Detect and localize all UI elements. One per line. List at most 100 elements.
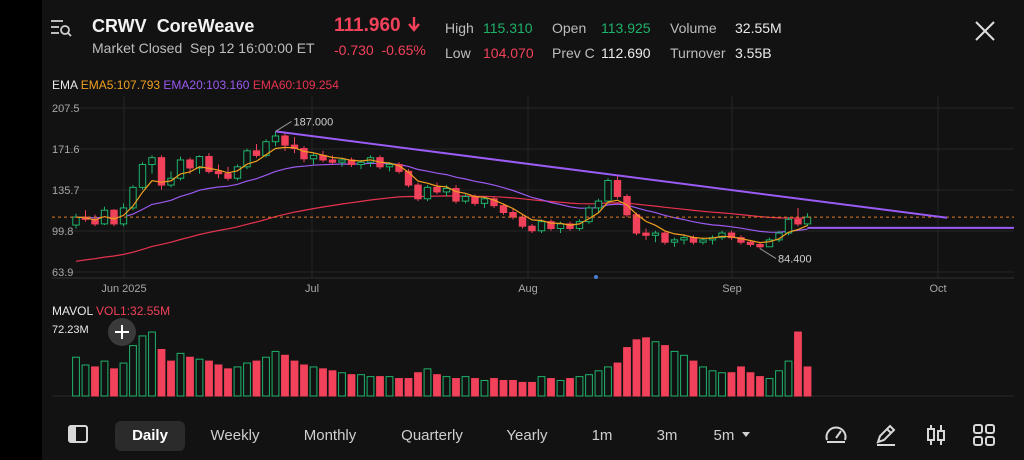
- ema60-line: [75, 195, 808, 262]
- volume-bar: [718, 372, 726, 397]
- candle-type-icon[interactable]: [923, 422, 951, 450]
- tab-daily[interactable]: Daily: [115, 421, 185, 451]
- volume-label: Volume: [670, 20, 717, 36]
- tab-monthly[interactable]: Monthly: [303, 427, 357, 444]
- volume-bar: [338, 372, 346, 397]
- turnover-value: 3.55B: [735, 45, 772, 61]
- stock-name: CoreWeave: [156, 16, 255, 36]
- volume-bar: [661, 345, 669, 397]
- volume-bar: [756, 376, 764, 397]
- candle-body: [148, 157, 156, 166]
- volume-bar: [72, 356, 80, 397]
- candle-body: [756, 243, 764, 248]
- add-indicator-button[interactable]: [108, 318, 136, 346]
- market-timestamp: Sep 12 16:00:00 ET: [190, 40, 315, 56]
- volume-bar: [803, 366, 812, 397]
- low-label: Low: [445, 45, 471, 61]
- volume-bar: [490, 378, 498, 397]
- volume-bar: [167, 360, 175, 397]
- volume-chart[interactable]: [42, 318, 1024, 398]
- candle-body: [651, 232, 660, 236]
- candle-body: [461, 196, 470, 202]
- candle-body: [537, 221, 546, 232]
- candle-body: [224, 173, 232, 179]
- vol1-value: VOL1:32.55M: [96, 304, 171, 318]
- candle-body: [528, 225, 536, 232]
- candle-body: [642, 232, 650, 236]
- candle-body: [689, 237, 698, 243]
- volume-bar: [528, 381, 536, 397]
- volume-bar: [414, 372, 422, 397]
- volume-bar: [442, 376, 451, 397]
- tab-weekly[interactable]: Weekly: [210, 427, 260, 444]
- candle-body: [480, 198, 489, 204]
- volume-bar: [746, 372, 755, 397]
- volume-bar: [632, 339, 641, 397]
- candle-body: [195, 156, 204, 169]
- volume-bar: [737, 366, 745, 397]
- volume-bar: [547, 378, 555, 397]
- open-label: Open: [552, 20, 587, 36]
- volume-bar: [309, 366, 318, 397]
- close-icon[interactable]: [974, 20, 996, 42]
- volume-bar: [385, 376, 394, 397]
- volume-bar: [613, 362, 622, 397]
- volume-bar: [138, 335, 147, 397]
- caret-down-icon: [741, 432, 750, 437]
- candle-body: [138, 164, 147, 188]
- volume-bar: [651, 341, 660, 397]
- candle-body: [290, 144, 299, 150]
- ema-legend[interactable]: EMA EMA5:107.793 EMA20:103.160 EMA60:109…: [52, 78, 339, 92]
- y-tick-label: 207.5: [52, 103, 80, 115]
- tab-5m-label: 5m: [713, 427, 735, 444]
- price-chart[interactable]: Jun 2025 Jul Aug Sep Oct 207.5 171.6 135.7 99.8 6…: [42, 96, 1024, 296]
- volume-bar: [319, 368, 327, 397]
- stock-title: CRWV CoreWeave: [92, 16, 254, 37]
- candle-body: [338, 159, 346, 163]
- grid-apps-icon[interactable]: [971, 422, 999, 450]
- y-tick-label: 135.7: [52, 185, 80, 197]
- volume-bar: [556, 379, 565, 397]
- volume-bar: [81, 364, 90, 397]
- volume-bar: [499, 379, 508, 397]
- ema20-line: [75, 162, 808, 233]
- tab-3m[interactable]: 3m: [656, 427, 678, 444]
- volume-bar: [395, 378, 403, 397]
- candle-body: [490, 198, 498, 207]
- x-tick-label: Jul: [305, 283, 319, 295]
- draw-pen-icon[interactable]: [873, 422, 901, 450]
- volume-bar: [366, 376, 375, 397]
- candle-body: [252, 150, 261, 156]
- x-tick-label: Sep: [722, 283, 742, 295]
- volume-bar: [765, 378, 774, 397]
- trendline-resistance: [275, 130, 948, 219]
- change-percent: -0.65%: [381, 42, 426, 58]
- tab-1m[interactable]: 1m: [591, 427, 613, 444]
- candle-body: [680, 237, 688, 241]
- last-price-value: 111.960: [334, 15, 401, 36]
- menu-search-icon[interactable]: [50, 18, 72, 38]
- mavol-legend[interactable]: MAVOL VOL1:32.55M: [52, 304, 170, 318]
- volume-bar: [176, 352, 185, 397]
- volume-bar: [205, 360, 213, 397]
- candle-body: [214, 170, 223, 175]
- layout-toggle-icon[interactable]: [66, 422, 94, 450]
- prevc-label: Prev C: [552, 45, 595, 61]
- annotation-leader: [759, 248, 777, 260]
- volume-bar: [214, 364, 223, 397]
- plus-icon: [115, 325, 129, 339]
- volume-bar: [233, 366, 242, 397]
- tab-yearly[interactable]: Yearly: [506, 427, 548, 444]
- candle-body: [794, 218, 802, 225]
- y-tick-label: 63.9: [52, 267, 73, 279]
- tab-quarterly[interactable]: Quarterly: [401, 427, 463, 444]
- timeframe-toolbar: Daily Weekly Monthly Quarterly Yearly 1m…: [42, 412, 1024, 460]
- tab-5m[interactable]: 5m: [712, 421, 752, 451]
- candle-body: [452, 188, 460, 202]
- volume-bar: [119, 362, 128, 397]
- ema5-value: EMA5:107.793: [80, 78, 161, 92]
- candle-body: [328, 159, 337, 163]
- volume-bar: [271, 350, 280, 397]
- gauge-icon[interactable]: [823, 422, 851, 450]
- candle-body: [594, 200, 603, 209]
